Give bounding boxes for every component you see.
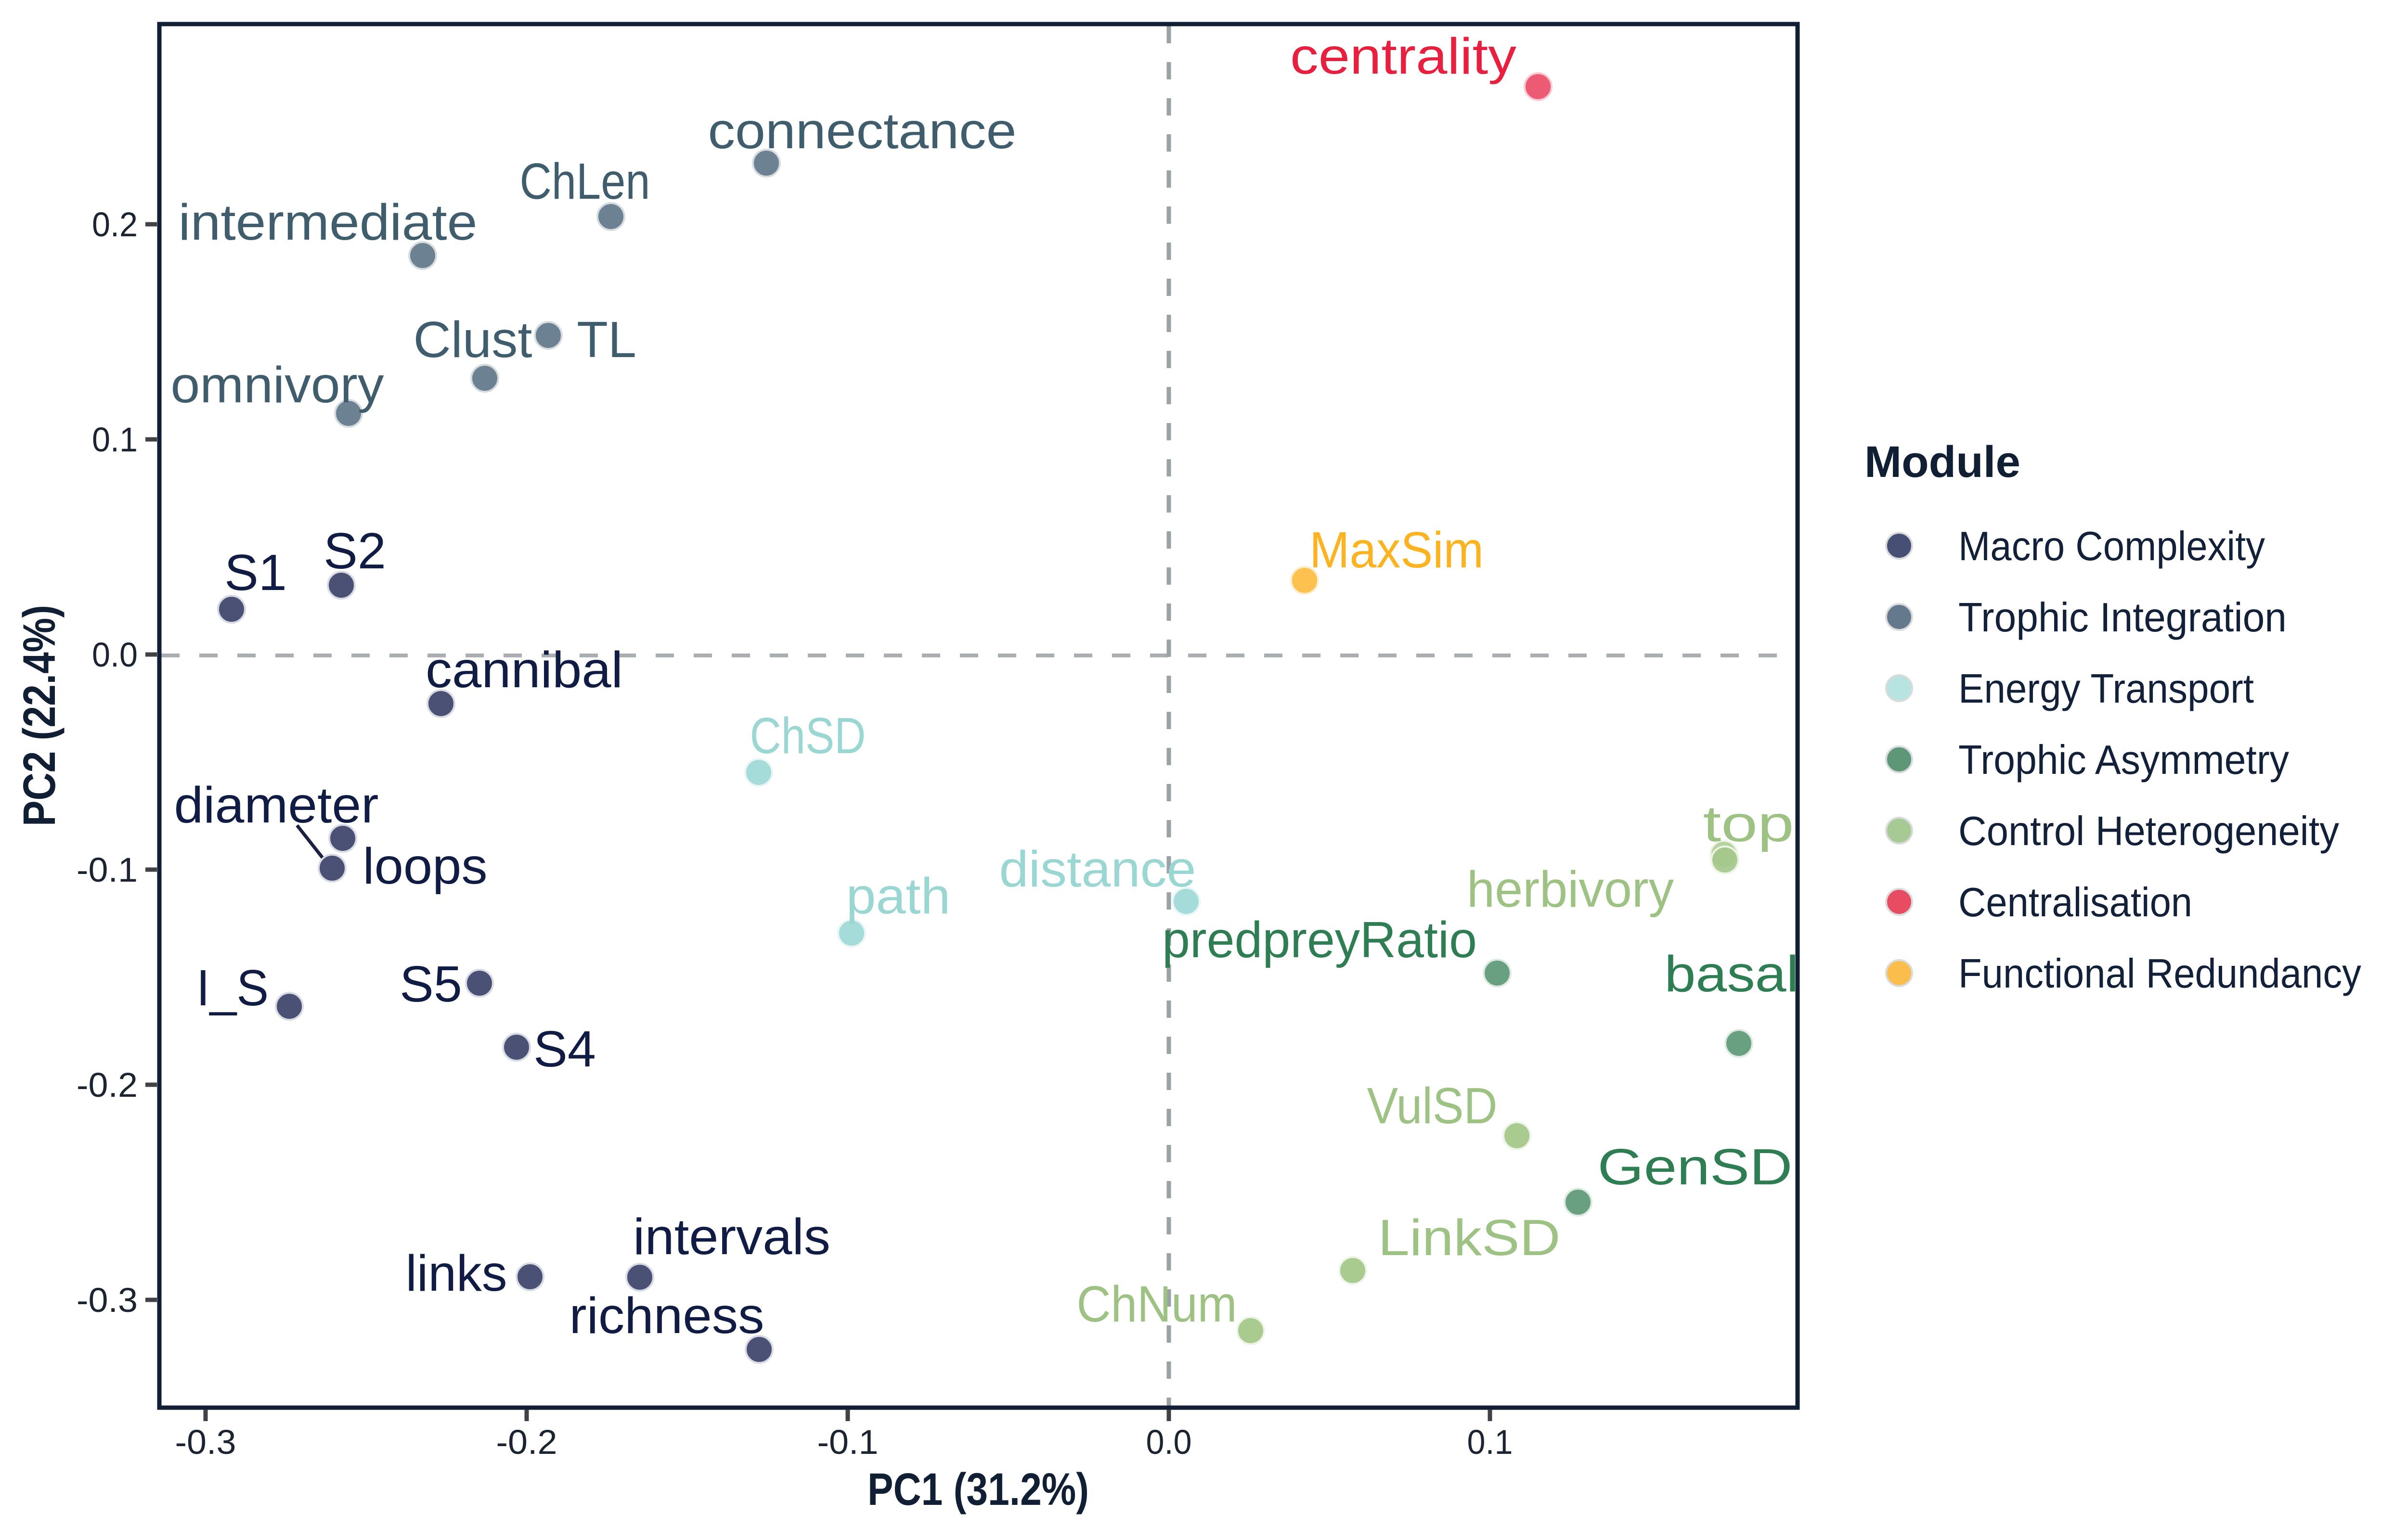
svg-text:0.0: 0.0: [92, 636, 138, 674]
svg-text:VulSD: VulSD: [1367, 1078, 1498, 1134]
svg-text:ChNum: ChNum: [1077, 1276, 1237, 1333]
svg-text:richness: richness: [569, 1287, 764, 1344]
svg-text:-0.1: -0.1: [77, 851, 138, 889]
svg-text:-0.1: -0.1: [817, 1424, 879, 1462]
svg-text:PC2 (22.4%): PC2 (22.4%): [14, 605, 65, 826]
svg-text:-0.3: -0.3: [175, 1424, 236, 1462]
svg-text:loops: loops: [363, 838, 488, 895]
svg-text:S4: S4: [533, 1021, 596, 1078]
svg-text:GenSD: GenSD: [1598, 1139, 1793, 1195]
svg-text:0.1: 0.1: [1467, 1424, 1513, 1462]
svg-text:Control Heterogeneity: Control Heterogeneity: [1958, 808, 2339, 854]
svg-text:0.1: 0.1: [92, 421, 138, 459]
svg-text:intervals: intervals: [633, 1208, 830, 1265]
svg-text:0.0: 0.0: [1146, 1424, 1192, 1462]
svg-text:PC1 (31.2%): PC1 (31.2%): [867, 1464, 1089, 1515]
svg-text:intermediate: intermediate: [179, 194, 478, 251]
svg-text:Macro Complexity: Macro Complexity: [1958, 524, 2265, 569]
svg-text:centrality: centrality: [1290, 28, 1516, 85]
svg-text:distance: distance: [999, 841, 1196, 898]
svg-text:connectance: connectance: [708, 103, 1017, 159]
svg-text:MaxSim: MaxSim: [1309, 522, 1484, 578]
svg-text:-0.3: -0.3: [77, 1282, 138, 1320]
svg-text:predpreyRatio: predpreyRatio: [1162, 911, 1477, 968]
svg-text:basal: basal: [1665, 946, 1799, 1002]
svg-text:-0.2: -0.2: [496, 1424, 557, 1462]
svg-text:Functional Redundancy: Functional Redundancy: [1958, 951, 2361, 997]
svg-text:links: links: [406, 1245, 507, 1302]
svg-text:Module: Module: [1864, 437, 2020, 487]
svg-text:Centralisation: Centralisation: [1958, 880, 2192, 925]
svg-text:-0.2: -0.2: [77, 1066, 138, 1104]
svg-text:S2: S2: [324, 523, 386, 579]
svg-text:0.2: 0.2: [92, 206, 138, 244]
svg-text:herbivory: herbivory: [1467, 861, 1674, 918]
svg-text:LinkSD: LinkSD: [1378, 1209, 1561, 1266]
svg-text:TL: TL: [577, 311, 636, 368]
svg-text:Trophic Integration: Trophic Integration: [1958, 595, 2287, 641]
svg-text:Trophic Asymmetry: Trophic Asymmetry: [1958, 737, 2289, 783]
svg-text:ChLen: ChLen: [520, 153, 650, 210]
svg-text:cannibal: cannibal: [426, 642, 623, 698]
svg-text:omnivory: omnivory: [171, 357, 384, 413]
svg-text:S5: S5: [400, 956, 462, 1013]
svg-text:path: path: [846, 868, 951, 924]
svg-text:S1: S1: [224, 544, 287, 601]
svg-text:diameter: diameter: [174, 777, 379, 834]
svg-text:top: top: [1703, 796, 1794, 852]
svg-text:Clust: Clust: [414, 311, 532, 368]
svg-text:ChSD: ChSD: [750, 707, 866, 764]
svg-text:I_S: I_S: [196, 960, 269, 1016]
svg-text:Energy Transport: Energy Transport: [1958, 666, 2254, 712]
